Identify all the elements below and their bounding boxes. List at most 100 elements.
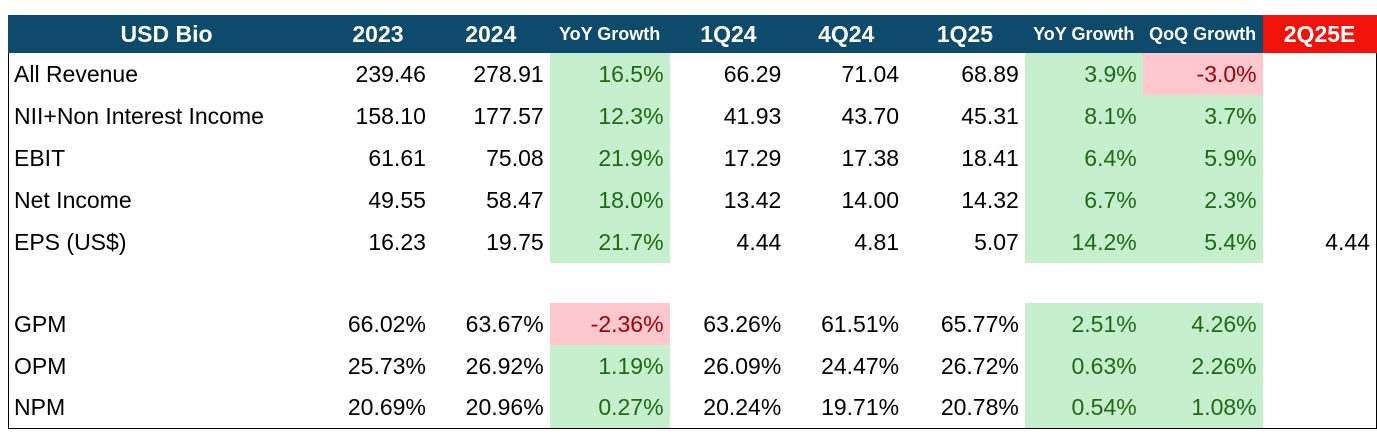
cell[interactable]: 1.19% <box>549 345 670 387</box>
cell[interactable] <box>1262 95 1377 137</box>
header-2024[interactable]: 2024 <box>431 15 550 53</box>
header-2023[interactable]: 2023 <box>324 15 432 53</box>
cell[interactable]: 63.67% <box>465 310 544 337</box>
cell[interactable]: 63.26% <box>703 310 782 337</box>
cell[interactable]: 58.47 <box>486 186 544 213</box>
cell[interactable]: 20.96% <box>431 387 550 429</box>
row-label[interactable]: Net Income <box>8 179 325 221</box>
cell[interactable]: 41.93 <box>723 102 782 129</box>
cell[interactable]: 26.92% <box>465 352 544 379</box>
cell[interactable] <box>1262 179 1377 221</box>
cell[interactable]: 0.54% <box>1024 387 1143 429</box>
cell[interactable]: 16.5% <box>549 53 670 95</box>
cell[interactable]: 19.71% <box>787 387 906 429</box>
header-4q24[interactable]: 4Q24 <box>787 15 906 53</box>
cell[interactable]: 4.44 <box>736 228 782 255</box>
cell[interactable] <box>1262 137 1377 179</box>
row-label[interactable]: OPM <box>8 345 325 387</box>
header-yoy-growth-quarterly[interactable]: YoY Growth <box>1024 15 1143 53</box>
cell[interactable]: 5.4% <box>1142 221 1263 263</box>
cell[interactable]: 1.08% <box>1142 387 1263 429</box>
cell[interactable]: 26.72% <box>940 352 1019 379</box>
row-label[interactable]: EBIT <box>8 137 325 179</box>
cell[interactable]: 43.70 <box>841 102 900 129</box>
cell[interactable] <box>905 263 1025 303</box>
header-1q25[interactable]: 1Q25 <box>905 15 1025 53</box>
cell[interactable]: 0.27% <box>549 387 670 429</box>
cell[interactable]: 20.78% <box>905 387 1025 429</box>
cell[interactable]: 21.9% <box>549 137 670 179</box>
cell[interactable] <box>432 263 550 303</box>
header-2q25e[interactable]: 2Q25E <box>1262 15 1377 53</box>
row-label[interactable]: EPS (US$) <box>8 221 325 263</box>
row-label[interactable]: All Revenue <box>8 53 325 95</box>
header-1q24[interactable]: 1Q24 <box>669 15 788 53</box>
cell[interactable]: 75.08 <box>486 144 544 171</box>
cell[interactable]: 13.42 <box>723 186 782 213</box>
cell[interactable]: 158.10 <box>355 102 426 129</box>
row-label[interactable]: NII+Non Interest Income <box>8 95 325 137</box>
cell[interactable]: 19.75 <box>486 228 544 255</box>
cell[interactable]: 4.26% <box>1142 303 1263 345</box>
cell[interactable]: 20.69% <box>324 387 432 429</box>
cell[interactable]: 5.07 <box>974 228 1019 255</box>
row-label[interactable]: NPM <box>8 387 325 429</box>
cell[interactable]: -3.0% <box>1142 53 1263 95</box>
cell[interactable]: 68.89 <box>961 60 1019 87</box>
cell[interactable]: 14.32 <box>961 186 1019 213</box>
cell-2q25e-estimate[interactable]: 4.44 <box>1262 221 1377 263</box>
cell[interactable]: 24.47% <box>821 352 900 379</box>
cell[interactable]: 61.51% <box>821 310 900 337</box>
cell[interactable]: 66.02% <box>347 310 426 337</box>
cell[interactable]: 2.51% <box>1024 303 1143 345</box>
cell[interactable] <box>670 263 788 303</box>
cell[interactable]: 17.38 <box>841 144 900 171</box>
cell[interactable]: 18.41 <box>961 144 1019 171</box>
cell[interactable] <box>1143 263 1263 303</box>
row-label[interactable] <box>8 263 325 303</box>
cell[interactable]: 20.24% <box>669 387 788 429</box>
header-yoy-growth-annual[interactable]: YoY Growth <box>549 15 670 53</box>
cell[interactable]: 239.46 <box>355 60 426 87</box>
cell[interactable]: 45.31 <box>961 102 1019 129</box>
cell[interactable]: 61.61 <box>368 144 426 171</box>
cell[interactable] <box>324 263 432 303</box>
row-label[interactable]: GPM <box>8 303 325 345</box>
cell[interactable]: 14.2% <box>1024 221 1143 263</box>
cell[interactable] <box>1262 345 1377 387</box>
cell[interactable]: 49.55 <box>368 186 426 213</box>
header-usd-bio[interactable]: USD Bio <box>8 15 325 53</box>
cell[interactable]: 3.7% <box>1142 95 1263 137</box>
cell[interactable] <box>550 263 670 303</box>
cell[interactable]: 6.7% <box>1024 179 1143 221</box>
cell[interactable]: 2.3% <box>1142 179 1263 221</box>
cell[interactable]: 3.9% <box>1024 53 1143 95</box>
cell[interactable] <box>1262 387 1377 429</box>
cell[interactable]: 6.4% <box>1024 137 1143 179</box>
cell[interactable]: 0.63% <box>1024 345 1143 387</box>
cell[interactable]: 25.73% <box>347 352 426 379</box>
cell[interactable] <box>1025 263 1143 303</box>
header-qoq-growth[interactable]: QoQ Growth <box>1142 15 1263 53</box>
cell[interactable]: 16.23 <box>368 228 426 255</box>
cell[interactable] <box>1262 263 1377 303</box>
cell[interactable]: 18.0% <box>549 179 670 221</box>
cell[interactable]: 4.81 <box>854 228 900 255</box>
cell[interactable]: 278.91 <box>473 60 544 87</box>
cell[interactable]: 2.26% <box>1142 345 1263 387</box>
cell[interactable]: 8.1% <box>1024 95 1143 137</box>
cell[interactable]: 71.04 <box>841 60 900 87</box>
cell[interactable]: 177.57 <box>473 102 544 129</box>
cell[interactable] <box>1262 303 1377 345</box>
cell[interactable] <box>1262 53 1377 95</box>
cell[interactable]: 26.09% <box>703 352 782 379</box>
cell[interactable]: -2.36% <box>549 303 670 345</box>
cell[interactable] <box>787 263 905 303</box>
cell[interactable]: 14.00 <box>841 186 900 213</box>
cell[interactable]: 12.3% <box>549 95 670 137</box>
cell[interactable]: 65.77% <box>940 310 1019 337</box>
cell[interactable]: 5.9% <box>1142 137 1263 179</box>
cell[interactable]: 21.7% <box>549 221 670 263</box>
cell[interactable]: 17.29 <box>723 144 782 171</box>
cell[interactable]: 66.29 <box>723 60 782 87</box>
